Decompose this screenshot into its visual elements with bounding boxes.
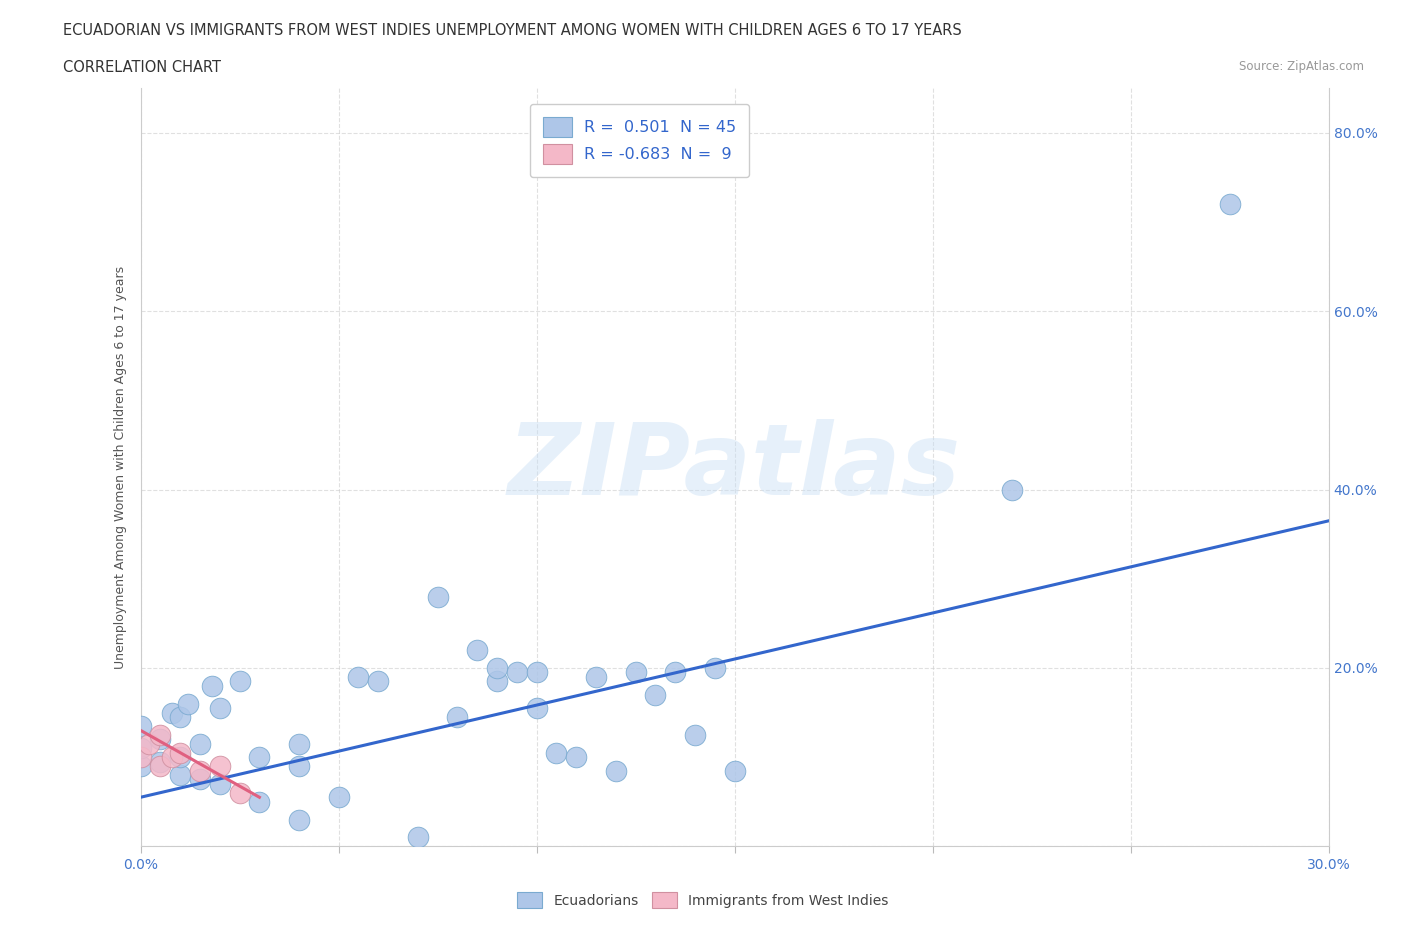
Point: [138, 737, 160, 751]
Legend: Ecuadorians, Immigrants from West Indies: Ecuadorians, Immigrants from West Indies: [512, 886, 894, 914]
Point: [367, 674, 389, 689]
Point: [565, 750, 588, 764]
Point: [683, 727, 706, 742]
Point: [129, 759, 152, 774]
Point: [149, 759, 172, 774]
Text: CORRELATION CHART: CORRELATION CHART: [63, 60, 221, 75]
Point: [446, 710, 468, 724]
Point: [347, 670, 370, 684]
Point: [188, 763, 211, 777]
Point: [188, 737, 211, 751]
Point: [703, 660, 725, 675]
Point: [624, 665, 647, 680]
Point: [149, 732, 172, 747]
Point: [228, 785, 250, 800]
Text: Source: ZipAtlas.com: Source: ZipAtlas.com: [1239, 60, 1364, 73]
Point: [526, 665, 548, 680]
Point: [169, 745, 191, 760]
Point: [328, 790, 350, 804]
Point: [644, 687, 666, 702]
Point: [465, 643, 488, 658]
Point: [247, 794, 270, 809]
Point: [177, 697, 200, 711]
Point: [208, 777, 231, 791]
Point: [664, 665, 686, 680]
Point: [149, 754, 172, 769]
Point: [486, 674, 509, 689]
Point: [162, 750, 184, 764]
Point: [169, 750, 191, 764]
Point: [228, 674, 250, 689]
Point: [585, 670, 607, 684]
Point: [526, 700, 548, 715]
Point: [201, 678, 224, 693]
Point: [1219, 197, 1241, 212]
Point: [129, 719, 152, 734]
Point: [605, 763, 627, 777]
Point: [188, 772, 211, 787]
Text: ZIPatlas: ZIPatlas: [508, 418, 962, 516]
Point: [169, 767, 191, 782]
Point: [506, 665, 529, 680]
Point: [288, 737, 311, 751]
Y-axis label: Unemployment Among Women with Children Ages 6 to 17 years: Unemployment Among Women with Children A…: [114, 266, 128, 669]
Point: [129, 741, 152, 756]
Point: [208, 700, 231, 715]
Point: [486, 660, 509, 675]
Point: [288, 812, 311, 827]
Point: [149, 727, 172, 742]
Point: [247, 750, 270, 764]
Point: [546, 745, 568, 760]
Point: [1001, 482, 1024, 497]
Point: [288, 759, 311, 774]
Point: [169, 710, 191, 724]
Point: [426, 590, 449, 604]
Point: [162, 705, 184, 720]
Legend: R =  0.501  N = 45, R = -0.683  N =  9: R = 0.501 N = 45, R = -0.683 N = 9: [530, 104, 749, 177]
Point: [208, 759, 231, 774]
Point: [406, 830, 429, 844]
Point: [129, 750, 152, 764]
Text: ECUADORIAN VS IMMIGRANTS FROM WEST INDIES UNEMPLOYMENT AMONG WOMEN WITH CHILDREN: ECUADORIAN VS IMMIGRANTS FROM WEST INDIE…: [63, 23, 962, 38]
Point: [723, 763, 745, 777]
